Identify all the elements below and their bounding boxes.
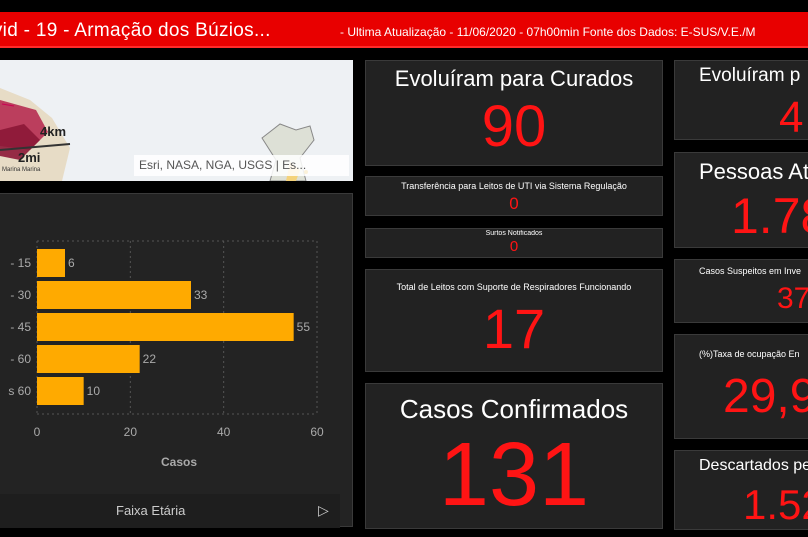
indicator-label: Evoluíram para Curados xyxy=(394,66,634,91)
indicator-uti: Transferência para Leitos de UTI via Sis… xyxy=(365,176,663,216)
indicator-label: (%)Taxa de ocupação En xyxy=(699,349,800,359)
indicator-respiradores: Total de Leitos com Suporte de Respirado… xyxy=(365,269,663,372)
indicator-value: 37 xyxy=(777,282,808,315)
map-place-label: Marina Marina xyxy=(2,167,41,173)
header-bar: ovid - 19 - Armação dos Búzios... - Ulti… xyxy=(0,12,808,48)
category-label: - 60 xyxy=(10,352,31,366)
indicator-descartados: Descartados pe 1.52 xyxy=(674,450,808,530)
data-label: 33 xyxy=(194,288,208,302)
indicator-taxa: (%)Taxa de ocupação En 29,9 xyxy=(674,334,808,439)
indicator-label: Casos Confirmados xyxy=(399,394,629,424)
map-attribution[interactable]: Esri, NASA, NGA, USGS | Es... xyxy=(134,155,349,176)
indicator-surtos: Surtos Notificados 0 xyxy=(365,228,663,258)
indicator-label: Casos Suspeitos em Inve xyxy=(699,266,802,276)
indicator-value: 0 xyxy=(509,194,519,213)
x-tick-label: 20 xyxy=(124,425,138,439)
indicator-value: 4 xyxy=(779,93,804,142)
category-label: - 45 xyxy=(10,320,31,334)
category-label: s 60 xyxy=(8,384,31,398)
category-label: - 30 xyxy=(10,288,31,302)
indicator-label: Evoluíram p xyxy=(699,65,801,86)
indicator-suspeitos: Casos Suspeitos em Inve 37 xyxy=(674,259,808,323)
indicator-value: 29,9 xyxy=(723,370,808,423)
map-scale-km: 4km xyxy=(40,124,67,139)
indicator-confirmados: Casos Confirmados 131 xyxy=(365,383,663,529)
chart-footer-label: Faixa Etária xyxy=(116,503,186,518)
indicator-value: 17 xyxy=(482,297,546,360)
data-label: 22 xyxy=(143,352,157,366)
bar xyxy=(37,281,191,309)
chart-footer: Faixa Etária ▷ xyxy=(0,494,340,528)
age-bar-chart: 0 20 40 60 6 - 15 33 - 30 55 - 45 22 - 60 10 s 60 Caso… xyxy=(8,240,324,469)
data-label: 55 xyxy=(297,320,311,334)
bar xyxy=(37,345,140,373)
page-title: ovid - 19 - Armação dos Búzios... xyxy=(0,20,271,41)
last-update-text: - Ultima Atualização - 11/06/2020 - 07h0… xyxy=(340,25,756,39)
category-label: - 15 xyxy=(10,256,31,270)
x-tick-label: 0 xyxy=(34,425,41,439)
header: ovid - 19 - Armação dos Búzios... - Ulti… xyxy=(0,0,808,48)
indicator-value: 0 xyxy=(509,238,519,255)
bar xyxy=(37,249,65,277)
map-scale-mi: 2mi xyxy=(18,150,41,165)
indicator-label: Surtos Notificados xyxy=(485,230,543,237)
indicator-value: 131 xyxy=(438,425,590,525)
indicator-curados: Evoluíram para Curados 90 xyxy=(365,60,663,166)
indicator-label: Pessoas At xyxy=(699,159,808,184)
x-tick-label: 60 xyxy=(310,425,324,439)
indicator-acompanhamento: Pessoas At 1.78 xyxy=(674,152,808,248)
indicator-value: 90 xyxy=(481,94,547,159)
bar xyxy=(37,377,84,405)
indicator-label: Transferência para Leitos de UTI via Sis… xyxy=(401,181,627,191)
data-label: 6 xyxy=(68,256,75,270)
data-label: 10 xyxy=(87,384,101,398)
x-tick-label: 40 xyxy=(217,425,231,439)
indicator-value: 1.78 xyxy=(731,188,808,244)
bar xyxy=(37,313,294,341)
indicator-label: Descartados pe xyxy=(699,457,808,474)
indicator-value: 1.52 xyxy=(743,481,808,528)
x-axis-title: Casos xyxy=(161,455,197,469)
age-chart-panel: 0 20 40 60 6 - 15 33 - 30 55 - 45 22 - 60 10 s 60 Caso… xyxy=(0,193,353,527)
next-chart-button[interactable]: ▷ xyxy=(318,502,329,518)
indicator-label: Total de Leitos com Suporte de Respirado… xyxy=(396,282,632,292)
indicator-obito: Evoluíram p 4 xyxy=(674,60,808,142)
